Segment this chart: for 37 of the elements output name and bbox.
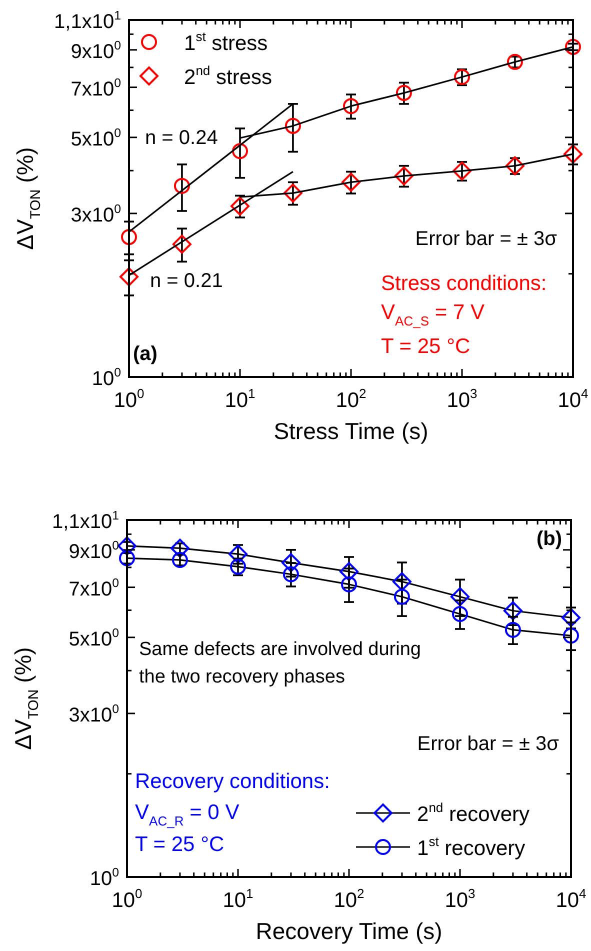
y-tick-label: 3x10$^{0}$: [70, 202, 122, 226]
x-tick-label: 10$^{2}$: [334, 886, 364, 912]
annotation: Stress conditions:: [381, 272, 547, 295]
legend-label: 1$^{st}$ stress: [184, 29, 268, 55]
y-tick-label: 7x10$^{0}$: [68, 576, 120, 600]
annotation: V$_{AC_S}$ = 7 V: [381, 301, 484, 328]
y-tick-label: 5x10$^{0}$: [70, 126, 122, 150]
annotation: n = 0.21: [150, 270, 223, 292]
x-axis-title: Stress Time (s): [274, 418, 428, 444]
x-tick-label: 10$^{3}$: [444, 886, 476, 912]
annotation: n = 0.24: [145, 127, 218, 149]
x-tick-label: 10$^{1}$: [222, 886, 254, 912]
y-tick-label: 5x10$^{0}$: [68, 626, 120, 650]
x-tick-label: 10$^{4}$: [558, 386, 588, 412]
x-tick-label: 10$^{2}$: [336, 386, 366, 412]
y-tick-label: 9x10$^{0}$: [68, 538, 120, 563]
x-axis-title: Recovery Time (s): [256, 918, 442, 944]
annotation: (a): [133, 343, 158, 365]
legend-label: 2$^{nd}$ recovery: [417, 800, 530, 826]
annotation: V$_{AC_R}$ = 0 V: [135, 801, 240, 828]
annotation: T = 25 °C: [381, 335, 470, 358]
y-tick-label: 3x10$^{0}$: [68, 702, 120, 726]
legend-label: 1$^{st}$ recovery: [417, 834, 526, 860]
annotation: Error bar = ± 3σ: [417, 733, 560, 755]
x-tick-label: 10$^{1}$: [224, 386, 256, 412]
y-tick-label: 7x10$^{0}$: [70, 76, 122, 100]
annotation: Same defects are involved during the two recovery phases: [139, 639, 421, 688]
annotation: T = 25 °C: [135, 833, 224, 856]
x-tick-label: 10$^{4}$: [556, 886, 586, 912]
y-tick-label: 1,1x10$^{1}$: [54, 8, 122, 33]
legend-label: 2$^{nd}$ stress: [184, 63, 272, 89]
y-tick-label: 9x10$^{0}$: [70, 38, 122, 63]
annotation: (b): [536, 528, 562, 550]
x-tick-label: 10$^{3}$: [446, 386, 478, 412]
annotation: Recovery conditions:: [135, 770, 330, 793]
y-tick-label: 1,1x10$^{1}$: [52, 508, 120, 533]
annotation: Error bar = ± 3σ: [415, 228, 558, 250]
